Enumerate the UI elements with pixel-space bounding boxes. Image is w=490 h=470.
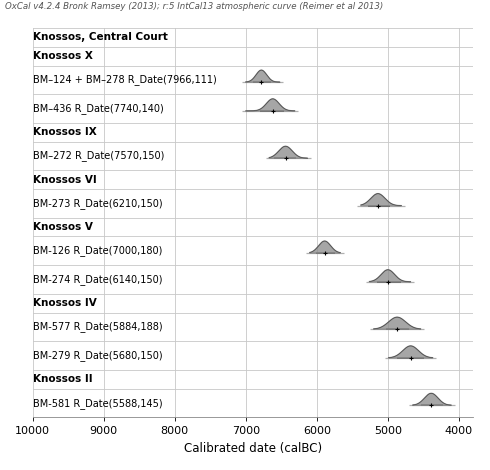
Polygon shape [389, 346, 433, 358]
Polygon shape [369, 270, 411, 282]
Polygon shape [269, 146, 308, 158]
Text: Knossos IX: Knossos IX [32, 127, 96, 137]
Text: OxCal v4.2.4 Bronk Ramsey (2013); r:5 IntCal13 atmospheric curve (Reimer et al 2: OxCal v4.2.4 Bronk Ramsey (2013); r:5 In… [5, 2, 383, 11]
Text: Knossos IV: Knossos IV [32, 298, 96, 308]
Text: Knossos, Central Court: Knossos, Central Court [32, 32, 168, 42]
Text: Knossos V: Knossos V [32, 222, 93, 232]
X-axis label: Calibrated date (calBC): Calibrated date (calBC) [184, 442, 322, 455]
Text: BM-581 R_Date(5588,145): BM-581 R_Date(5588,145) [32, 398, 162, 408]
Polygon shape [310, 241, 340, 253]
Text: Knossos X: Knossos X [32, 51, 93, 61]
Text: BM-279 R_Date(5680,150): BM-279 R_Date(5680,150) [32, 350, 162, 361]
Text: BM-273 R_Date(6210,150): BM-273 R_Date(6210,150) [32, 198, 162, 209]
Polygon shape [246, 70, 280, 82]
Text: Knossos VI: Knossos VI [32, 175, 96, 185]
Polygon shape [246, 99, 295, 111]
Polygon shape [413, 393, 451, 405]
Text: BM-126 R_Date(7000,180): BM-126 R_Date(7000,180) [32, 245, 162, 256]
Polygon shape [374, 317, 420, 329]
Text: BM-274 R_Date(6140,150): BM-274 R_Date(6140,150) [32, 274, 162, 285]
Text: Knossos II: Knossos II [32, 374, 92, 384]
Text: BM–124 + BM–278 R_Date(7966,111): BM–124 + BM–278 R_Date(7966,111) [32, 74, 216, 86]
Text: BM-577 R_Date(5884,188): BM-577 R_Date(5884,188) [32, 321, 162, 332]
Polygon shape [361, 194, 401, 206]
Text: BM–436 R_Date(7740,140): BM–436 R_Date(7740,140) [32, 103, 163, 114]
Text: BM–272 R_Date(7570,150): BM–272 R_Date(7570,150) [32, 150, 164, 162]
